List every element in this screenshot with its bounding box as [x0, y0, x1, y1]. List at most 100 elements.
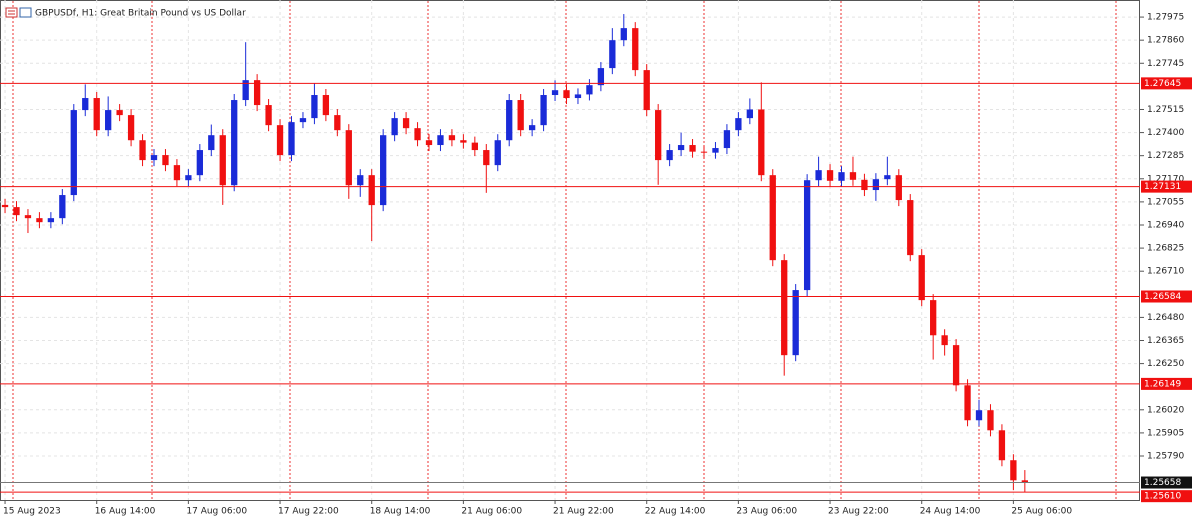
y-tick-label: 1.26940: [1147, 220, 1184, 230]
candle-body: [998, 430, 1006, 461]
price-tag-label: 1.26584: [1144, 292, 1181, 302]
candle-body: [792, 290, 799, 356]
x-tick-label: 22 Aug 14:00: [645, 507, 706, 517]
price-tag-label: 1.25610: [1144, 492, 1181, 502]
x-tick-label: 21 Aug 06:00: [461, 507, 522, 517]
candle-body: [975, 410, 983, 421]
x-tick-label: 17 Aug 06:00: [186, 507, 247, 517]
candle-body: [265, 105, 272, 126]
y-tick-label: 1.27975: [1147, 13, 1184, 23]
candle-body: [735, 118, 742, 131]
candle-body: [643, 70, 650, 111]
candle-body: [689, 145, 696, 152]
x-tick-label: 24 Aug 14:00: [920, 507, 981, 517]
candle-body: [242, 80, 249, 101]
candle-body: [59, 195, 66, 219]
candle-body: [116, 110, 123, 116]
candle-body: [632, 28, 639, 71]
candle-body: [380, 135, 387, 206]
x-tick-label: 25 Aug 06:00: [1011, 507, 1072, 517]
candle-body: [574, 94, 582, 99]
candle-body: [563, 90, 570, 99]
candle-body: [769, 175, 776, 261]
candle-body: [173, 165, 181, 181]
candle-body: [838, 172, 845, 181]
y-tick-label: 1.26825: [1147, 244, 1184, 254]
candle-body: [666, 150, 673, 161]
marks: [0, 14, 1140, 493]
candle-body: [276, 125, 284, 156]
candle-body: [540, 95, 547, 126]
candle-body: [803, 180, 811, 291]
candle-body: [528, 125, 536, 131]
plot-frame: [0, 0, 1140, 501]
x-tick-label: 23 Aug 22:00: [828, 507, 889, 517]
candle-body: [322, 95, 330, 116]
candle-body: [288, 122, 295, 156]
candle-body: [368, 175, 375, 206]
y-tick-label: 1.26365: [1147, 336, 1184, 346]
candle-body: [884, 175, 891, 180]
candle-body: [162, 155, 169, 166]
y-tick-label: 1.27745: [1147, 59, 1184, 69]
candle-body: [253, 80, 261, 106]
x-tick-label: 21 Aug 22:00: [553, 507, 614, 517]
candle-body: [597, 68, 605, 86]
candle-body: [105, 110, 112, 131]
price-tag-label: 1.25658: [1144, 478, 1181, 488]
candle-body: [964, 385, 971, 421]
candle-body: [849, 172, 857, 180]
candle-body: [758, 109, 765, 176]
symbol-header: GBPUSDf, H1: Great Britain Pound vs US D…: [5, 7, 246, 19]
price-tag: [1141, 290, 1192, 303]
x-tick-label: 16 Aug 14:00: [95, 507, 156, 517]
candle-body: [13, 207, 20, 216]
candle-body: [952, 345, 960, 386]
candle-body: [70, 110, 77, 196]
candle-body: [609, 40, 616, 69]
y-tick-label: 1.27400: [1147, 128, 1184, 138]
candle-body: [746, 109, 753, 119]
x-tick-label: 23 Aug 06:00: [736, 507, 797, 517]
candle-body: [82, 98, 89, 111]
candle-body: [918, 255, 925, 301]
candle-body: [723, 130, 731, 149]
y-tick-label: 1.27055: [1147, 197, 1184, 207]
day-separators: [12, 1, 1117, 500]
candle-body: [219, 135, 226, 186]
x-tick-label: 18 Aug 14:00: [370, 507, 431, 517]
chart-icon: [5, 7, 18, 18]
price-tag: [1141, 476, 1192, 489]
candle-body: [208, 135, 215, 151]
candle-body: [586, 85, 593, 95]
y-tick-label: 1.27170: [1147, 174, 1184, 184]
candle-body: [127, 115, 135, 141]
axes: 1.27975 1.27860 1.27745 1.27515 1.27400 1.272…: [3, 13, 1192, 517]
y-tick-label: 1.27515: [1147, 105, 1184, 115]
candle-body: [494, 140, 501, 166]
candle-body: [781, 260, 788, 356]
grid: [0, 0, 1140, 500]
x-tick-label: 17 Aug 22:00: [278, 507, 339, 517]
candle-body: [414, 128, 421, 141]
candle-body: [1010, 460, 1017, 481]
candle-body: [700, 151, 708, 153]
price-tag: [1141, 180, 1192, 193]
candle-body: [311, 95, 318, 119]
candle-body: [357, 175, 364, 186]
candle-body: [483, 150, 490, 166]
candle-body: [448, 135, 456, 141]
candle-body: [460, 140, 467, 143]
candle-body: [506, 100, 513, 141]
price-tag-label: 1.27645: [1144, 79, 1181, 89]
candle-body: [655, 110, 662, 161]
x-tick-label: 15 Aug 2023: [3, 507, 61, 517]
y-tick-label: 1.26250: [1147, 359, 1184, 369]
y-tick-label: 1.26710: [1147, 267, 1184, 277]
candle-body: [861, 179, 868, 191]
candle-body: [425, 140, 433, 146]
y-tick-label: 1.26480: [1147, 313, 1184, 323]
chart-title: GBPUSDf, H1: Great Britain Pound vs US D…: [35, 9, 246, 19]
